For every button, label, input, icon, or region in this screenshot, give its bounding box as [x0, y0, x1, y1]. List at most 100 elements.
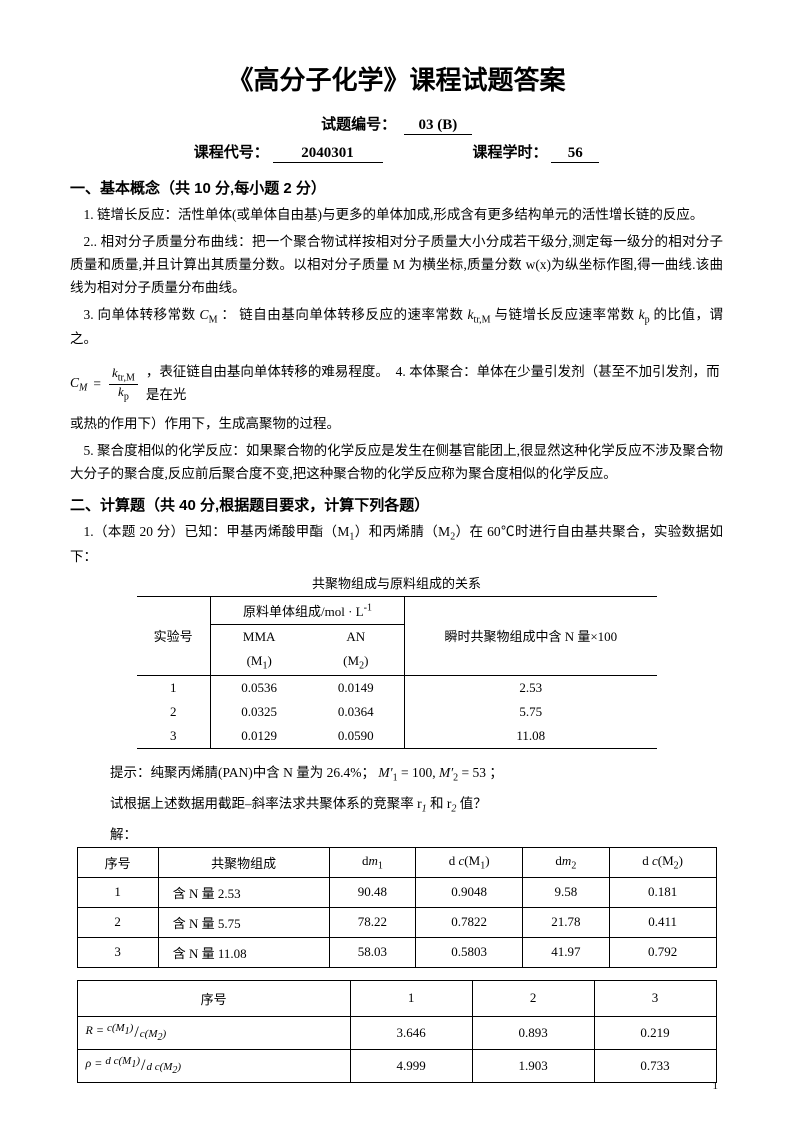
- solve-label: 解：: [110, 823, 723, 843]
- text: d c(M: [105, 1055, 131, 1067]
- concept-4-tail: 或热的作用下）作用下，生成高聚物的过程。: [70, 413, 723, 436]
- cell: 58.03: [329, 937, 416, 967]
- sub: 2: [571, 860, 576, 871]
- text: (M: [343, 653, 359, 668]
- row-r-label: R = c(M1) / c(M2): [77, 1016, 350, 1049]
- exam-no-line: 试题编号： 03 (B): [70, 113, 723, 135]
- cell: 0.7822: [416, 907, 523, 937]
- concept-1: 1. 链增长反应：活性单体(或单体自由基)与更多的单体加成,形成含有更多结构单元…: [70, 204, 723, 227]
- cell: 0.411: [609, 907, 716, 937]
- col-dcm2: d c(M2): [609, 847, 716, 877]
- text: d c(M: [146, 1061, 172, 1073]
- cell: 含 N 量 5.75: [158, 907, 329, 937]
- text: ，表征链自由基向单体转移的难易程度。 4. 本体聚合：单体在少量引发剂（甚至不加…: [146, 361, 723, 407]
- question-ask: 试根据上述数据用截距–斜率法求共聚体系的竞聚率 r1 和 r2 值？: [110, 792, 723, 815]
- hours-label: 课程学时：: [473, 145, 548, 161]
- text: 和 r: [427, 796, 452, 811]
- cell: 含 N 量 11.08: [158, 937, 329, 967]
- text: ): [485, 853, 489, 868]
- text: ): [163, 1028, 167, 1040]
- cell: 3: [77, 937, 158, 967]
- hours-value: 56: [551, 145, 599, 163]
- table-1-caption: 共聚物组成与原料组成的关系: [70, 573, 723, 592]
- section-2-title: 二、计算题（共 40 分,根据题目要求，计算下列各题）: [70, 494, 723, 515]
- text: ： 链自由基向单体转移反应的速率常数: [217, 307, 467, 322]
- course-code-value: 2040301: [273, 145, 383, 163]
- cell: 0.9048: [416, 877, 523, 907]
- row-rho-label: ρ = d c(M1) / d c(M2): [77, 1049, 350, 1082]
- text: = 100,: [398, 765, 436, 780]
- symbol: M′: [439, 765, 453, 780]
- cell: 4.999: [350, 1049, 472, 1082]
- cell: 1: [77, 877, 158, 907]
- exam-no-value: 03 (B): [404, 117, 472, 135]
- col-3: 3: [594, 980, 716, 1016]
- cell: 含 N 量 2.53: [158, 877, 329, 907]
- equals: =: [93, 373, 101, 396]
- cell: 11.08: [405, 724, 657, 749]
- cell: 0.0149: [307, 676, 404, 701]
- cell: 0.0536: [210, 676, 307, 701]
- text: 1.（本题 20 分）已知：甲基丙烯酸甲酯（M: [84, 524, 350, 539]
- col-dm1: dm1: [329, 847, 416, 877]
- table-copolymer-composition: 序号 共聚物组成 dm1 d c(M1) dm2 d c(M2) 1含 N 量 …: [77, 847, 717, 968]
- text: (M: [658, 853, 674, 868]
- cell: 2.53: [405, 676, 657, 701]
- cell: 0.0364: [307, 700, 404, 724]
- cell: 1.903: [472, 1049, 594, 1082]
- text: 原料单体组成/mol · L: [243, 604, 364, 619]
- col-exp-no: 实验号: [137, 596, 211, 676]
- symbol: m: [368, 853, 377, 868]
- cell: 90.48: [329, 877, 416, 907]
- col-an: AN: [307, 624, 404, 649]
- text: 提示：纯聚丙烯腈(PAN)中含 N 量为 26.4%；: [110, 765, 375, 780]
- text: d: [449, 853, 459, 868]
- text: ): [136, 1055, 140, 1067]
- cell: 21.78: [522, 907, 609, 937]
- course-info-line: 课程代号： 2040301 课程学时： 56: [70, 141, 723, 163]
- table-feed-composition: 实验号 原料单体组成/mol · L-1 瞬时共聚物组成中含 N 量×100 M…: [137, 596, 657, 750]
- cell: 41.97: [522, 937, 609, 967]
- text: ρ =: [86, 1056, 103, 1070]
- text: ）和丙烯腈（M: [354, 524, 450, 539]
- col-no: 序号: [77, 980, 350, 1016]
- col-mma: MMA: [210, 624, 307, 649]
- text: (M: [247, 653, 263, 668]
- col-m1: (M1): [210, 649, 307, 676]
- sub: tr,M: [118, 373, 135, 384]
- col-group: 原料单体组成/mol · L-1: [210, 596, 404, 624]
- col-m2: (M2): [307, 649, 404, 676]
- col-no: 序号: [77, 847, 158, 877]
- exam-no-label: 试题编号：: [321, 117, 396, 133]
- concept-5: 5. 聚合度相似的化学反应：如果聚合物的化学反应是发生在侧基官能团上,很显然这种…: [70, 440, 723, 486]
- symbol: C: [70, 375, 79, 390]
- cell: 0.733: [594, 1049, 716, 1082]
- sub: 2: [359, 660, 364, 671]
- col-1: 1: [350, 980, 472, 1016]
- cell: 5.75: [405, 700, 657, 724]
- text: 值？: [456, 796, 486, 811]
- table-r-rho: 序号 1 2 3 R = c(M1) / c(M2) 3.646 0.893 0…: [77, 980, 717, 1083]
- symbol: m: [562, 853, 571, 868]
- page-title: 《高分子化学》课程试题答案: [70, 60, 723, 97]
- cell: 0.181: [609, 877, 716, 907]
- sub: p: [124, 391, 129, 402]
- sub: 1: [378, 860, 383, 871]
- section-1-title: 一、基本概念（共 10 分,每小题 2 分）: [70, 177, 723, 198]
- sub: tr,M: [473, 314, 490, 325]
- course-code-label: 课程代号：: [194, 145, 269, 161]
- text: R =: [86, 1023, 104, 1037]
- cell: 2: [77, 907, 158, 937]
- col-2: 2: [472, 980, 594, 1016]
- sub: 1: [262, 660, 267, 671]
- cell: 0.219: [594, 1016, 716, 1049]
- col-n-content: 瞬时共聚物组成中含 N 量×100: [405, 596, 657, 676]
- text: = 53 ；: [458, 765, 503, 780]
- cell: 78.22: [329, 907, 416, 937]
- cell: 9.58: [522, 877, 609, 907]
- sub: M: [79, 383, 87, 394]
- cell: 0.0590: [307, 724, 404, 749]
- symbol: M′: [378, 765, 392, 780]
- cell: 0.0325: [210, 700, 307, 724]
- cell: 1: [137, 676, 211, 701]
